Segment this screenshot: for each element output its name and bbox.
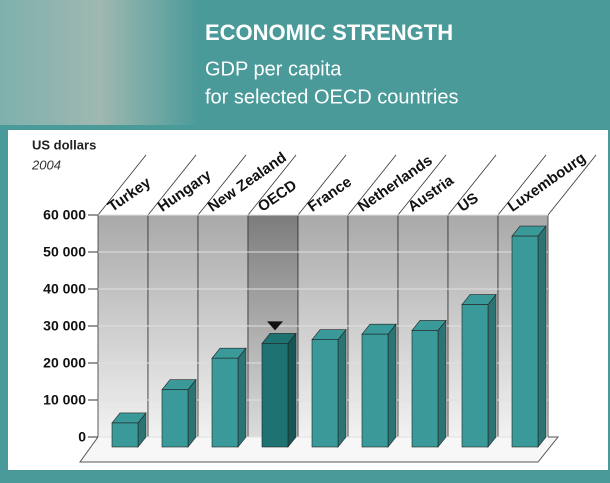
label-divider — [97, 154, 147, 216]
y-tick-label: 10 000 — [43, 392, 86, 408]
y-tick-label: 20 000 — [43, 355, 86, 371]
y-tick-label: 40 000 — [43, 281, 86, 297]
bar-side — [537, 225, 547, 448]
label-divider — [347, 154, 397, 216]
note: 2004 — [31, 157, 61, 172]
chart-subtitle: for selected OECD countries — [205, 86, 458, 108]
chart-subtitle: GDP per capita — [205, 58, 342, 80]
bar-side — [237, 347, 247, 448]
y-tick-label: 30 000 — [43, 318, 86, 334]
label-divider — [247, 154, 297, 216]
y-tick-label: 50 000 — [43, 244, 86, 260]
bar — [411, 330, 439, 448]
bar — [311, 339, 339, 448]
bar — [461, 304, 489, 448]
label-divider — [497, 154, 547, 216]
bar-side — [187, 378, 197, 448]
bar — [111, 422, 139, 448]
bar — [261, 343, 289, 448]
bar-side — [287, 332, 297, 448]
y-tick-label: 60 000 — [43, 207, 86, 223]
plot — [79, 154, 597, 463]
y-axis-label: US dollars — [32, 137, 96, 152]
highlight-marker — [267, 321, 283, 331]
bar-side — [487, 293, 497, 448]
label-divider — [197, 154, 247, 216]
bar — [361, 333, 389, 448]
chart-title: ECONOMIC STRENGTH — [205, 20, 453, 45]
bar — [161, 389, 189, 448]
label-divider — [397, 154, 447, 216]
bar-side — [387, 323, 397, 448]
y-tick-label: 0 — [78, 429, 86, 445]
bar — [511, 235, 539, 448]
bar-side — [437, 319, 447, 448]
label-divider — [447, 154, 497, 216]
label-divider — [147, 154, 197, 216]
bar-side — [337, 328, 347, 448]
header-photo — [0, 0, 200, 125]
label-divider — [547, 154, 597, 216]
label-divider — [297, 154, 347, 216]
bar — [211, 357, 239, 448]
